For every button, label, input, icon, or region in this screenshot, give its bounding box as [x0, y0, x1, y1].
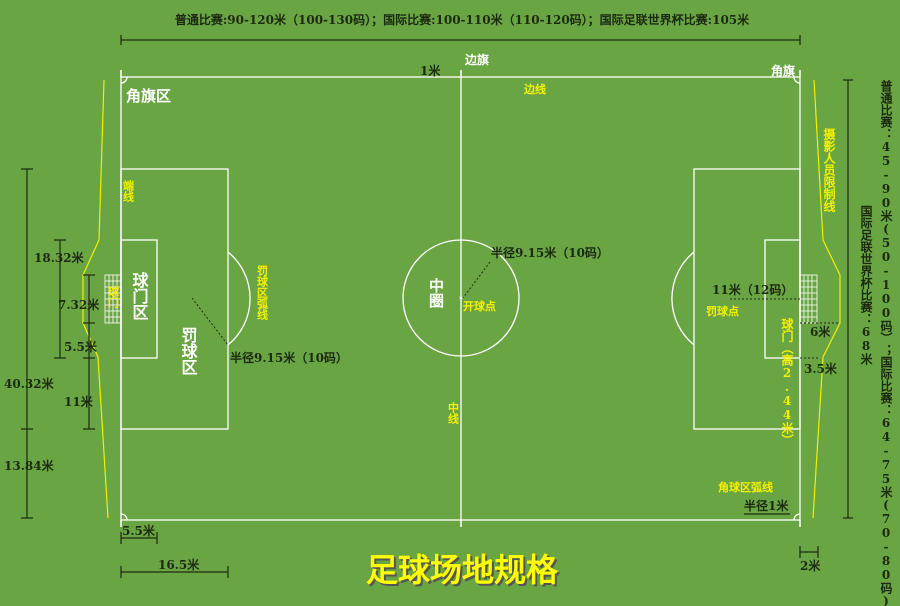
goal-right-label: 球门（高2.44米） [780, 317, 794, 446]
dim-11: 11米 [64, 394, 94, 409]
field-markings [104, 70, 818, 527]
penalty-spot-label: 罚球点 [706, 304, 739, 318]
center-radius-label: 半径9.15米（10码） [491, 245, 609, 260]
goal-net-right [799, 274, 818, 324]
penalty-arc-label: 罚球区弧线 [256, 265, 269, 321]
goal-net-left [104, 274, 122, 324]
center-circle-label: 中圈 [427, 277, 445, 309]
width-spec-2: 国际足联世界杯比赛：68米 [859, 205, 873, 366]
six-m-label: 6米 [810, 324, 831, 339]
penalty-arc-left [227, 251, 251, 346]
photographer-line-left [82, 79, 109, 519]
kickoff-spot [459, 296, 463, 300]
length-spec: 普通比赛:90-120米（100-130码）；国际比赛:100-110米（110… [175, 12, 750, 27]
penalty-area-label: 罚球区 [179, 327, 198, 375]
arc-radius-label: 半径9.15米（10码） [230, 350, 348, 365]
touchline-label: 边线 [523, 82, 546, 96]
dim-18-32: 18.32米 [34, 250, 85, 265]
penalty-arc-right [671, 251, 695, 346]
goal-line-label: 端线 [122, 179, 135, 203]
page-title: 足球场地规格 [366, 551, 559, 589]
left-dimension-lines [21, 168, 819, 578]
dim-40-32: 40.32米 [4, 376, 55, 391]
photographer-line-label: 摄影人员限制线 [822, 127, 836, 213]
three-five-m-label: 3.5米 [804, 361, 838, 376]
dim-7-32: 7.32米 [58, 297, 100, 312]
length-dimension-line [120, 35, 801, 45]
corner-flag-label: 角旗 [771, 63, 795, 78]
corner-arc-label: 角球区弧线 [718, 480, 773, 494]
dim-5-5-vertical: 5.5米 [64, 339, 98, 354]
kickoff-spot-label: 开球点 [463, 299, 496, 313]
dim-2-m: 2米 [800, 558, 821, 573]
halfway-line-label: 中线 [447, 401, 460, 425]
corner-flag-area-label: 角旗区 [126, 87, 171, 105]
goal-area-label: 球门区 [130, 271, 149, 320]
side-flag-label: 边旗 [464, 52, 489, 67]
goal-left-label: 球门 [107, 285, 120, 309]
penalty-distance-label: 11米（12码） [712, 282, 793, 297]
dim-13-84: 13.84米 [4, 458, 55, 473]
center-circle [402, 239, 520, 357]
one-meter-label: 1米 [420, 63, 441, 78]
width-dimension-line [843, 79, 853, 519]
photographer-line-right [812, 79, 841, 519]
corner-flags [120, 70, 801, 527]
dim-16-5: 16.5米 [158, 557, 200, 572]
width-spec-1: 普通比赛：45-90米(50-100码）；国际比赛：64-75米(70-80码) [879, 79, 893, 606]
dim-5-5-horizontal: 5.5米 [122, 523, 156, 538]
corner-radius-label: 半径1米 [744, 498, 789, 513]
